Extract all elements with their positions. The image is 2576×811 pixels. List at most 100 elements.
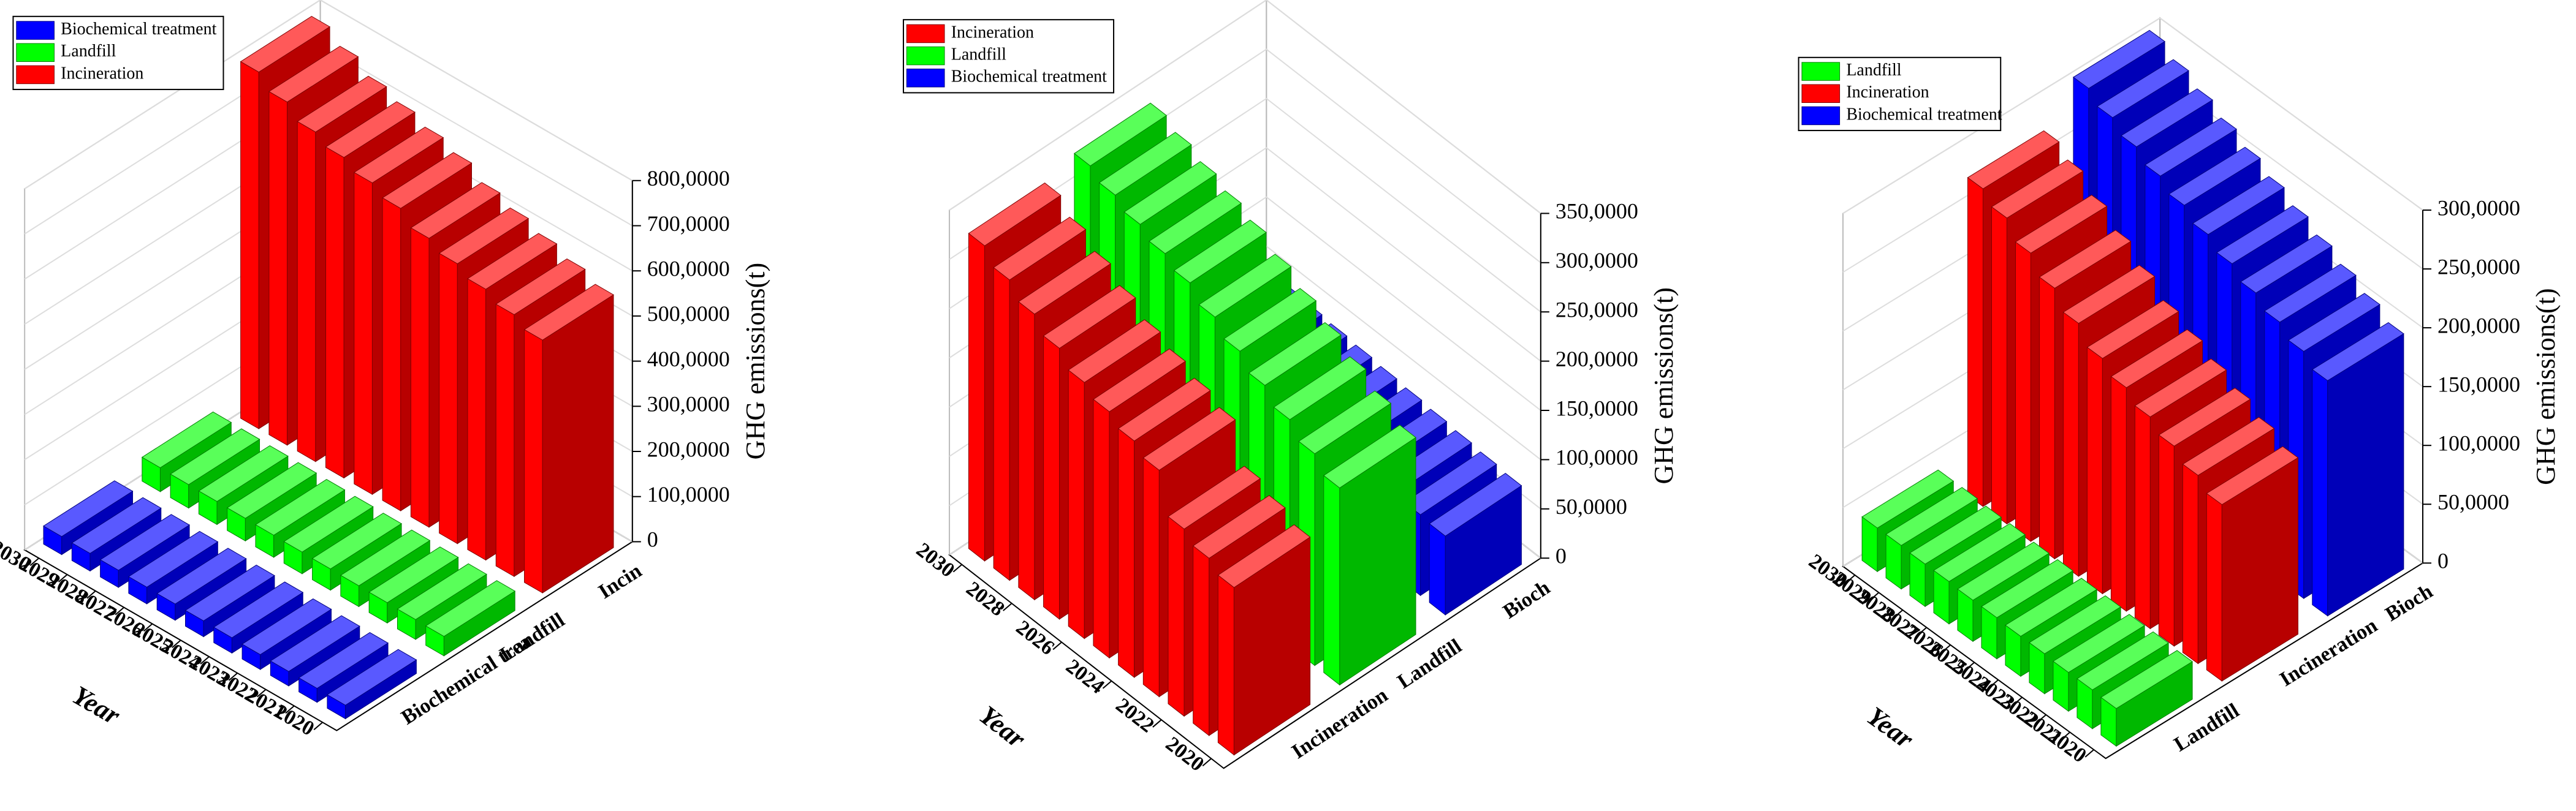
bar-top [184,564,275,622]
bar-top [1173,219,1267,284]
bar [298,632,389,703]
x-tick [1202,758,1212,767]
category-label: Bioch [2382,580,2437,626]
bar-side [495,303,515,577]
bar [184,564,275,638]
legend-swatch [1801,62,1841,81]
bar-side [439,252,458,545]
bar-top [2311,322,2404,382]
bar-side [1142,457,1160,698]
bar-top [1885,487,1978,546]
bar-top [326,649,417,706]
x-tick [1989,679,1999,688]
legend-label: Incineration [1846,83,1929,102]
bar-top [968,183,1062,246]
bar-top [141,411,232,469]
bar-side [993,266,1010,581]
z-tick-label: 350,0000 [1556,199,1638,224]
bar-top [2206,446,2299,505]
bar-top [1142,407,1236,471]
bar-side [268,91,288,446]
bar-top [2144,118,2237,177]
bar-top [226,462,317,519]
x-tick [1941,644,1951,653]
bar-top [467,233,558,290]
z-tick-label: 300,0000 [1556,248,1638,273]
bar-top [2073,29,2165,89]
legend-label: Biochemical treatment [1846,105,2002,124]
category-label: Bioch [1499,576,1554,624]
legend-swatch [1801,84,1841,104]
bar-top [2216,205,2309,265]
bar-top [2062,265,2156,324]
bar [241,598,332,670]
legend-swatch [1801,106,1841,126]
z-tick-label: 250,0000 [2437,254,2520,279]
bar-side [240,61,259,429]
x-tick [2013,696,2023,706]
bar-side [354,172,373,495]
x-tick-label: 2028 [962,578,1008,621]
x-tick [313,722,323,730]
x-tick [257,688,267,698]
z-tick-label: 600,0000 [647,256,730,281]
bar-top [1323,424,1416,489]
bar-top [241,598,332,655]
bar-top [1198,254,1292,318]
x-tick [1003,603,1013,611]
bar-top [1117,377,1211,442]
bar-side [467,278,487,561]
bar-top [297,75,387,133]
bar [213,581,304,654]
bar-side [2015,241,2031,542]
z-tick-label: 300,0000 [2437,195,2520,220]
x-tick [1845,575,1856,583]
bar-top [1909,505,2002,565]
x-tick-label: 2024 [1062,655,1108,698]
bar-top [1068,319,1161,383]
bar-top [2134,358,2227,418]
bar-top [255,479,346,536]
bar [1429,472,1522,616]
bar-top [425,580,516,637]
bar-top [438,207,530,265]
bar [326,649,417,720]
bar-top [1192,495,1286,559]
bar-top [268,45,359,103]
x-tick [2084,749,2094,758]
bar-top [1967,130,2060,189]
bar-top [2015,194,2108,254]
bar-top [270,615,360,672]
bar-side [1043,335,1060,620]
bar [1323,424,1416,686]
bar-top [2240,234,2333,293]
bar-side [1068,369,1085,639]
x-axis-title: Year [67,680,126,731]
bar-side [297,121,316,462]
bar-top [397,563,487,621]
bar-top [1093,348,1186,412]
bar-top [43,480,134,537]
x-axis-title: Year [974,700,1032,754]
legend-label: Biochemical treatment [61,20,216,39]
bar-top [1123,161,1217,225]
bar-side [1429,522,1446,616]
z-tick-label: 300,0000 [647,392,730,417]
x-tick [285,705,295,714]
z-tick-label: 0 [2437,549,2449,573]
bar [2311,322,2404,617]
legend-swatch [16,21,55,40]
bar-side [2158,434,2175,647]
bar-side [2134,405,2151,630]
z-tick-label: 200,0000 [2437,313,2520,338]
bar-top [1043,285,1136,349]
x-tick-label: 2030 [912,538,959,582]
bar-top [2029,595,2121,654]
bar-top [99,514,190,571]
bar-side [1967,176,1983,507]
bar-top [1861,469,1955,529]
bar-top [311,513,402,570]
z-tick-label: 250,0000 [1556,297,1638,322]
chart-panel: 0 50,0000 100,0000 150,0000 200,0000 250,0000… [903,0,1679,776]
